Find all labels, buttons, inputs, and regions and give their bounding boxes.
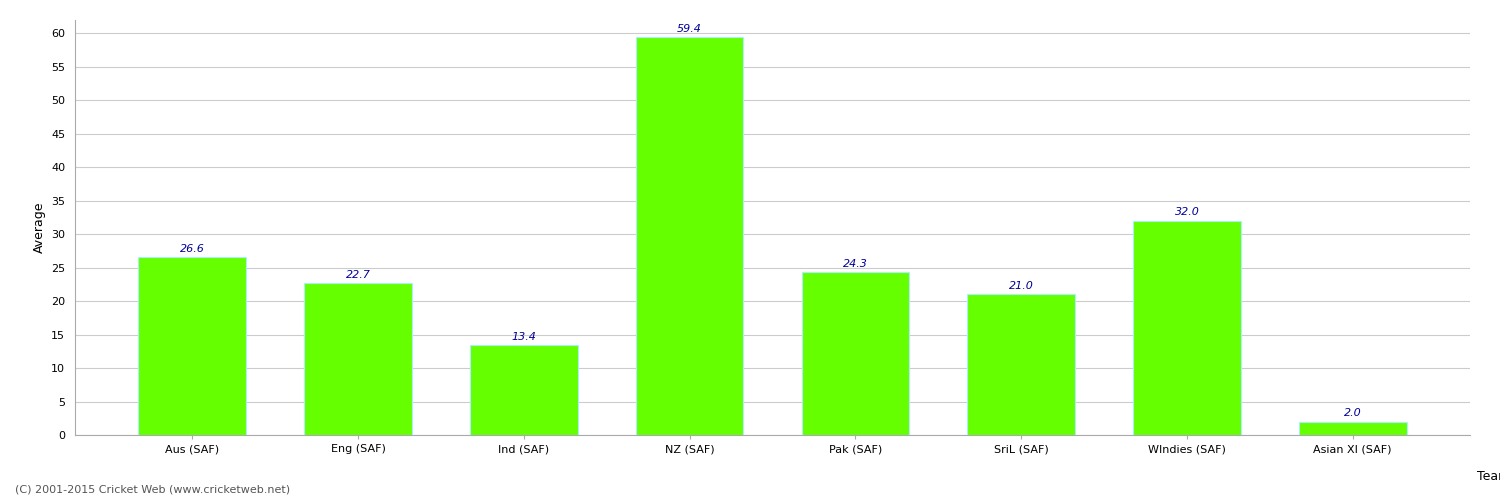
Text: 24.3: 24.3	[843, 259, 868, 269]
Text: 59.4: 59.4	[676, 24, 702, 34]
Text: 13.4: 13.4	[512, 332, 537, 342]
Bar	[1299, 422, 1407, 435]
Bar	[1132, 221, 1240, 435]
Text: 21.0: 21.0	[1008, 281, 1034, 291]
Y-axis label: Average: Average	[33, 202, 45, 253]
Text: 22.7: 22.7	[345, 270, 370, 280]
Text: Team: Team	[1478, 470, 1500, 482]
Bar	[470, 346, 578, 435]
Bar	[636, 38, 744, 435]
Bar	[304, 283, 412, 435]
Text: 2.0: 2.0	[1344, 408, 1362, 418]
Text: 32.0: 32.0	[1174, 208, 1200, 218]
Bar	[968, 294, 1076, 435]
Bar	[801, 272, 909, 435]
Bar	[138, 257, 246, 435]
Text: 26.6: 26.6	[180, 244, 204, 254]
Text: (C) 2001-2015 Cricket Web (www.cricketweb.net): (C) 2001-2015 Cricket Web (www.cricketwe…	[15, 485, 290, 495]
